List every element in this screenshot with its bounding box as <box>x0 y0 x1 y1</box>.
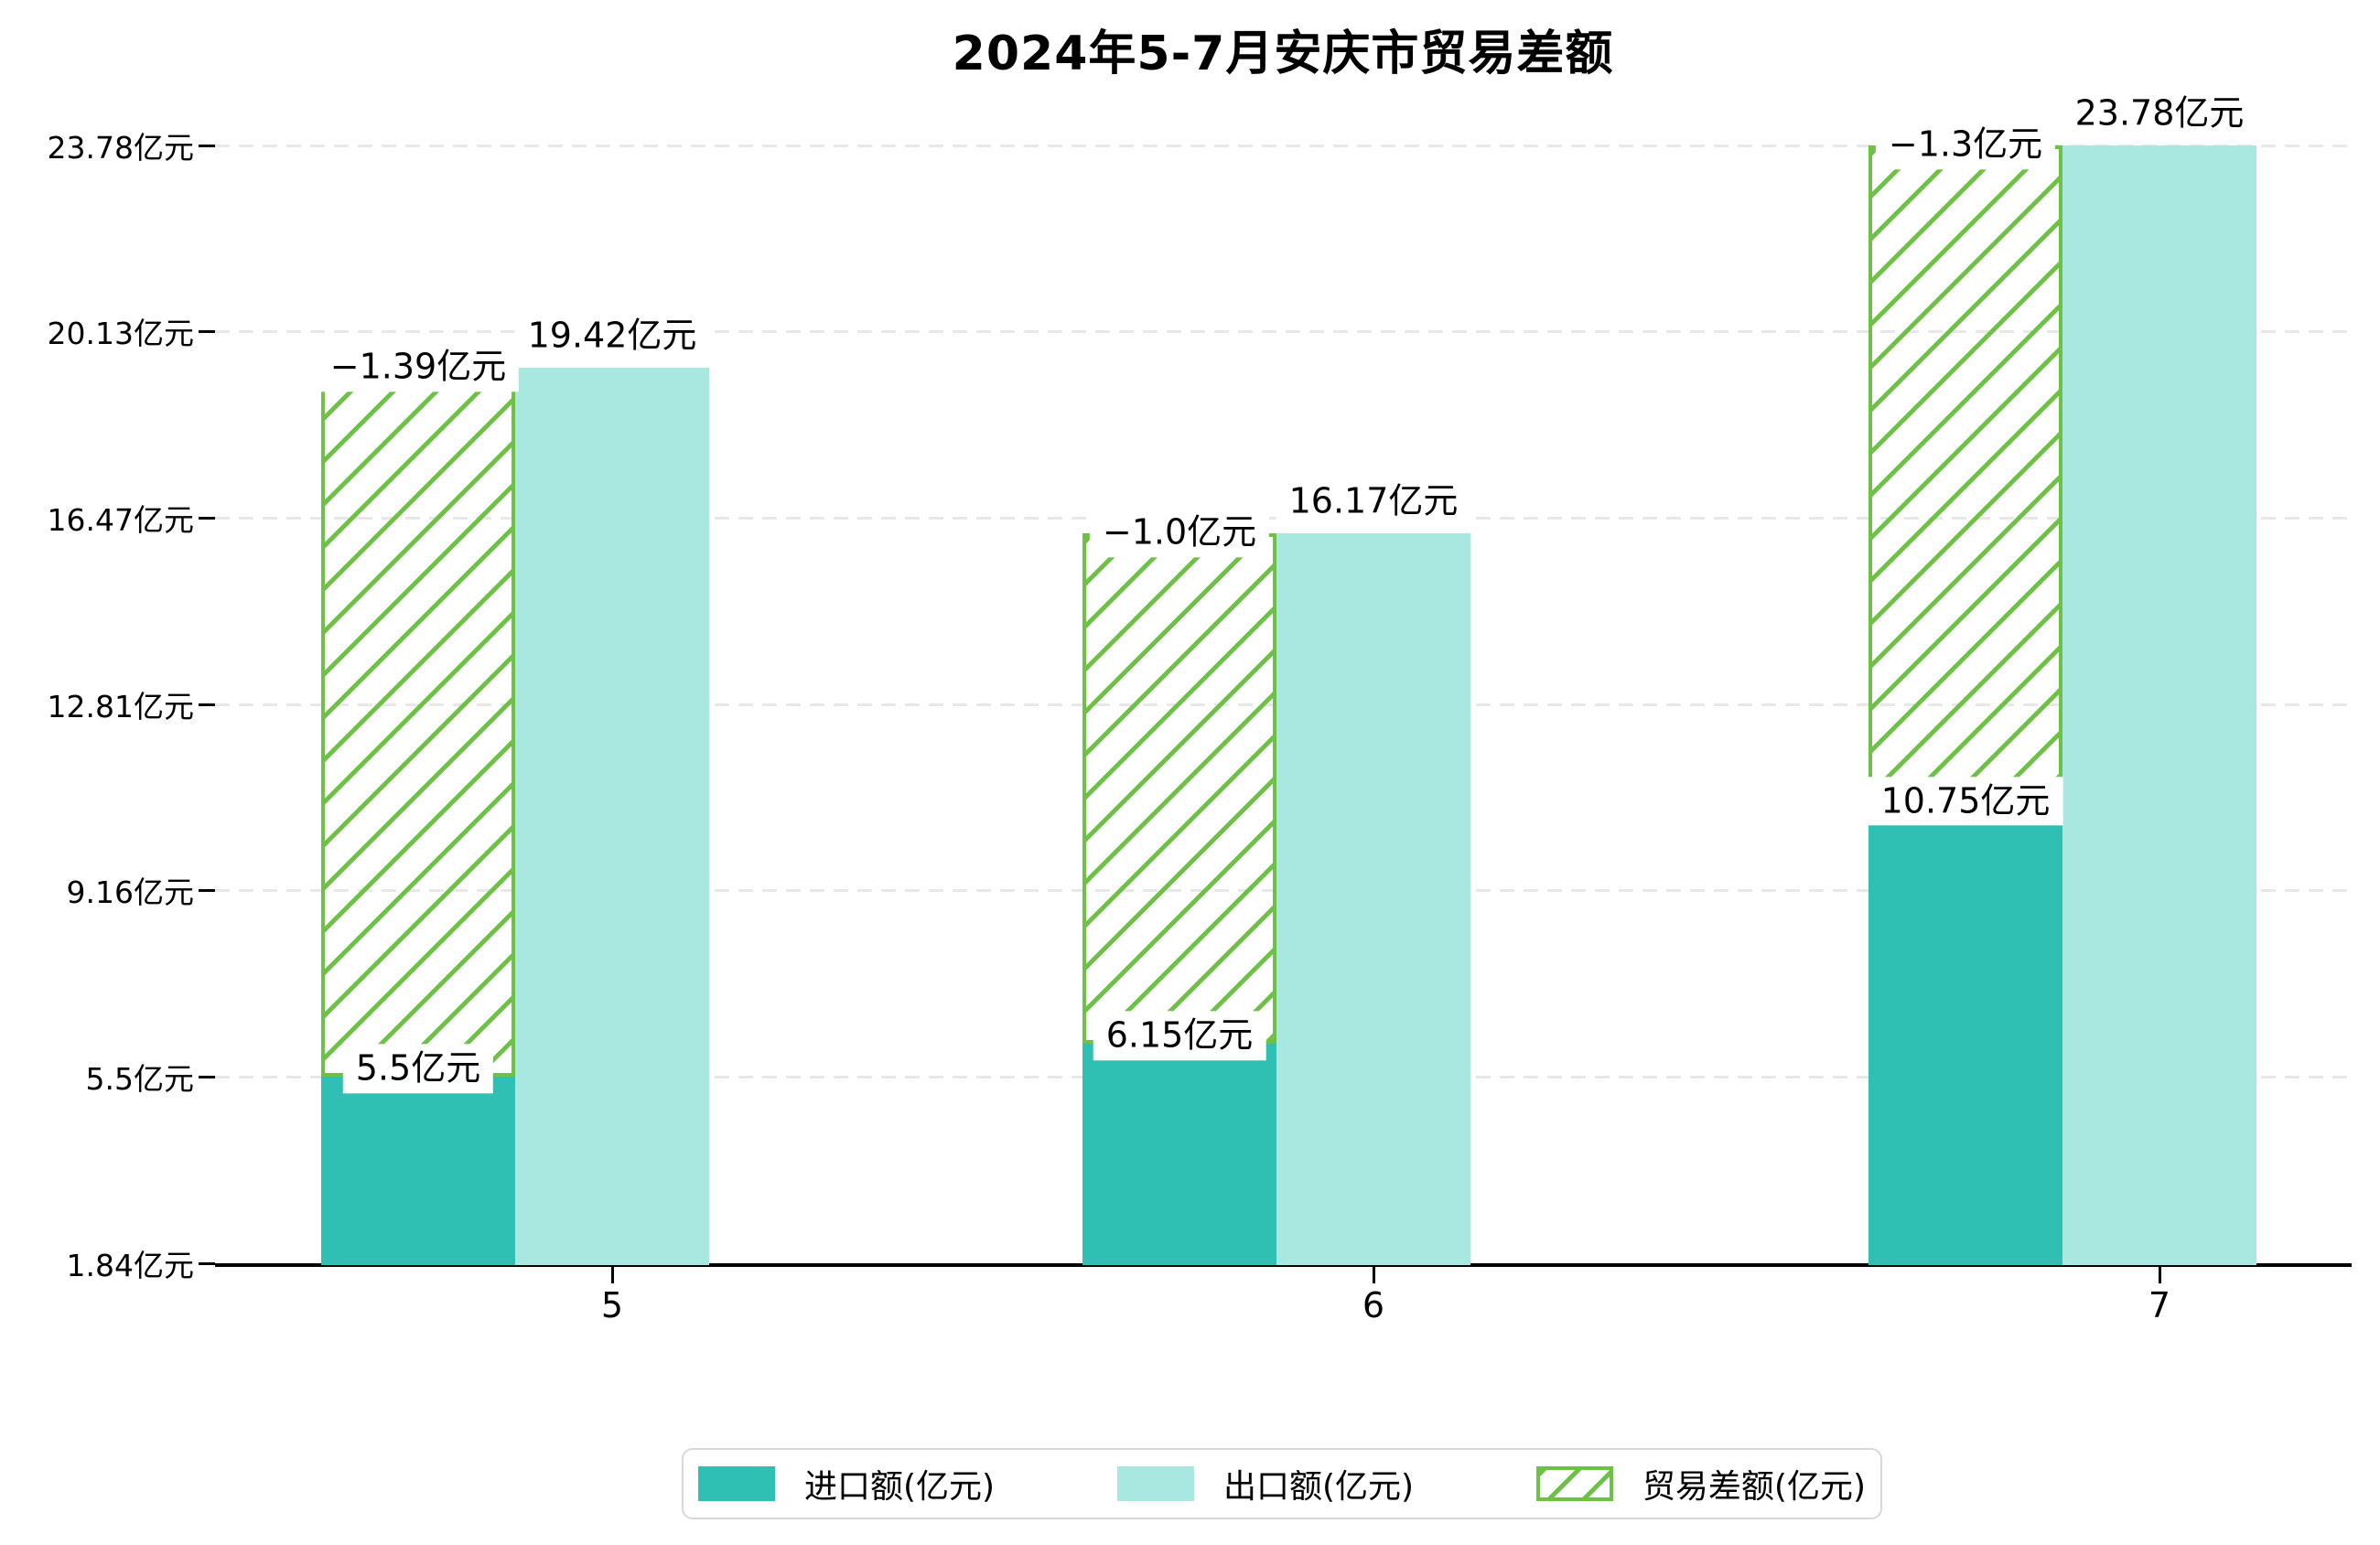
export-bar <box>1276 532 1470 1265</box>
x-axis-label: 7 <box>2148 1285 2171 1325</box>
chart-title: 2024年5-7月安庆市贸易差额 <box>952 27 1614 81</box>
legend-label-import: 进口额(亿元) <box>804 1468 996 1506</box>
gridline <box>215 145 2352 147</box>
export-label: 23.78亿元 <box>2062 89 2257 138</box>
x-axis-tick <box>1373 1267 1375 1283</box>
y-axis-tick <box>199 889 215 893</box>
legend: 进口额(亿元) 出口额(亿元) 贸易差额(亿元) <box>682 1448 1882 1519</box>
import-label: 5.5亿元 <box>342 1044 494 1094</box>
y-axis-label: 23.78亿元 <box>47 130 194 166</box>
y-axis-label: 16.47亿元 <box>47 502 194 539</box>
import-bar <box>321 1077 515 1265</box>
export-swatch <box>1116 1466 1194 1501</box>
y-axis-tick <box>199 1076 215 1079</box>
trade-balance-label: −1.39亿元 <box>317 342 520 392</box>
legend-label-export: 出口额(亿元) <box>1222 1468 1415 1506</box>
legend-label-balance: 贸易差额(亿元) <box>1642 1468 1866 1506</box>
y-axis-tick <box>199 330 215 334</box>
y-axis-tick <box>199 517 215 520</box>
export-bar <box>515 367 709 1265</box>
y-axis-label: 5.5亿元 <box>85 1061 194 1098</box>
x-axis-label: 5 <box>600 1285 624 1325</box>
x-axis-label: 6 <box>1362 1285 1385 1325</box>
y-axis-tick <box>199 1262 215 1265</box>
y-axis-tick <box>199 703 215 706</box>
legend-item-balance: 贸易差额(亿元) <box>1535 1460 1866 1507</box>
export-label: 19.42亿元 <box>514 311 710 360</box>
trade-balance-bar <box>1082 532 1276 1044</box>
import-bar <box>1868 809 2062 1265</box>
export-bar <box>2062 145 2256 1265</box>
import-label: 10.75亿元 <box>1868 777 2063 826</box>
trade-balance-label: −1.0亿元 <box>1089 508 1270 557</box>
x-axis-tick <box>611 1267 614 1283</box>
x-axis-line <box>215 1263 2352 1267</box>
legend-item-export: 出口额(亿元) <box>1116 1460 1415 1507</box>
gridline <box>215 330 2352 334</box>
trade-balance-bar <box>321 367 515 1078</box>
balance-hatch-swatch <box>1535 1466 1613 1501</box>
import-label: 6.15亿元 <box>1093 1011 1266 1060</box>
trade-balance-label: −1.3亿元 <box>1875 120 2056 169</box>
export-label: 16.17亿元 <box>1276 477 1471 526</box>
trade-balance-bar <box>1868 145 2062 810</box>
legend-item-import: 进口额(亿元) <box>698 1460 995 1507</box>
y-axis-label: 9.16亿元 <box>66 874 194 911</box>
y-axis-label: 1.84亿元 <box>66 1248 194 1283</box>
x-axis-tick <box>2159 1267 2161 1283</box>
import-swatch <box>698 1466 775 1501</box>
y-axis-label: 20.13亿元 <box>47 316 194 352</box>
import-bar <box>1082 1043 1276 1265</box>
y-axis-tick <box>199 145 215 147</box>
y-axis-label: 12.81亿元 <box>47 689 194 724</box>
